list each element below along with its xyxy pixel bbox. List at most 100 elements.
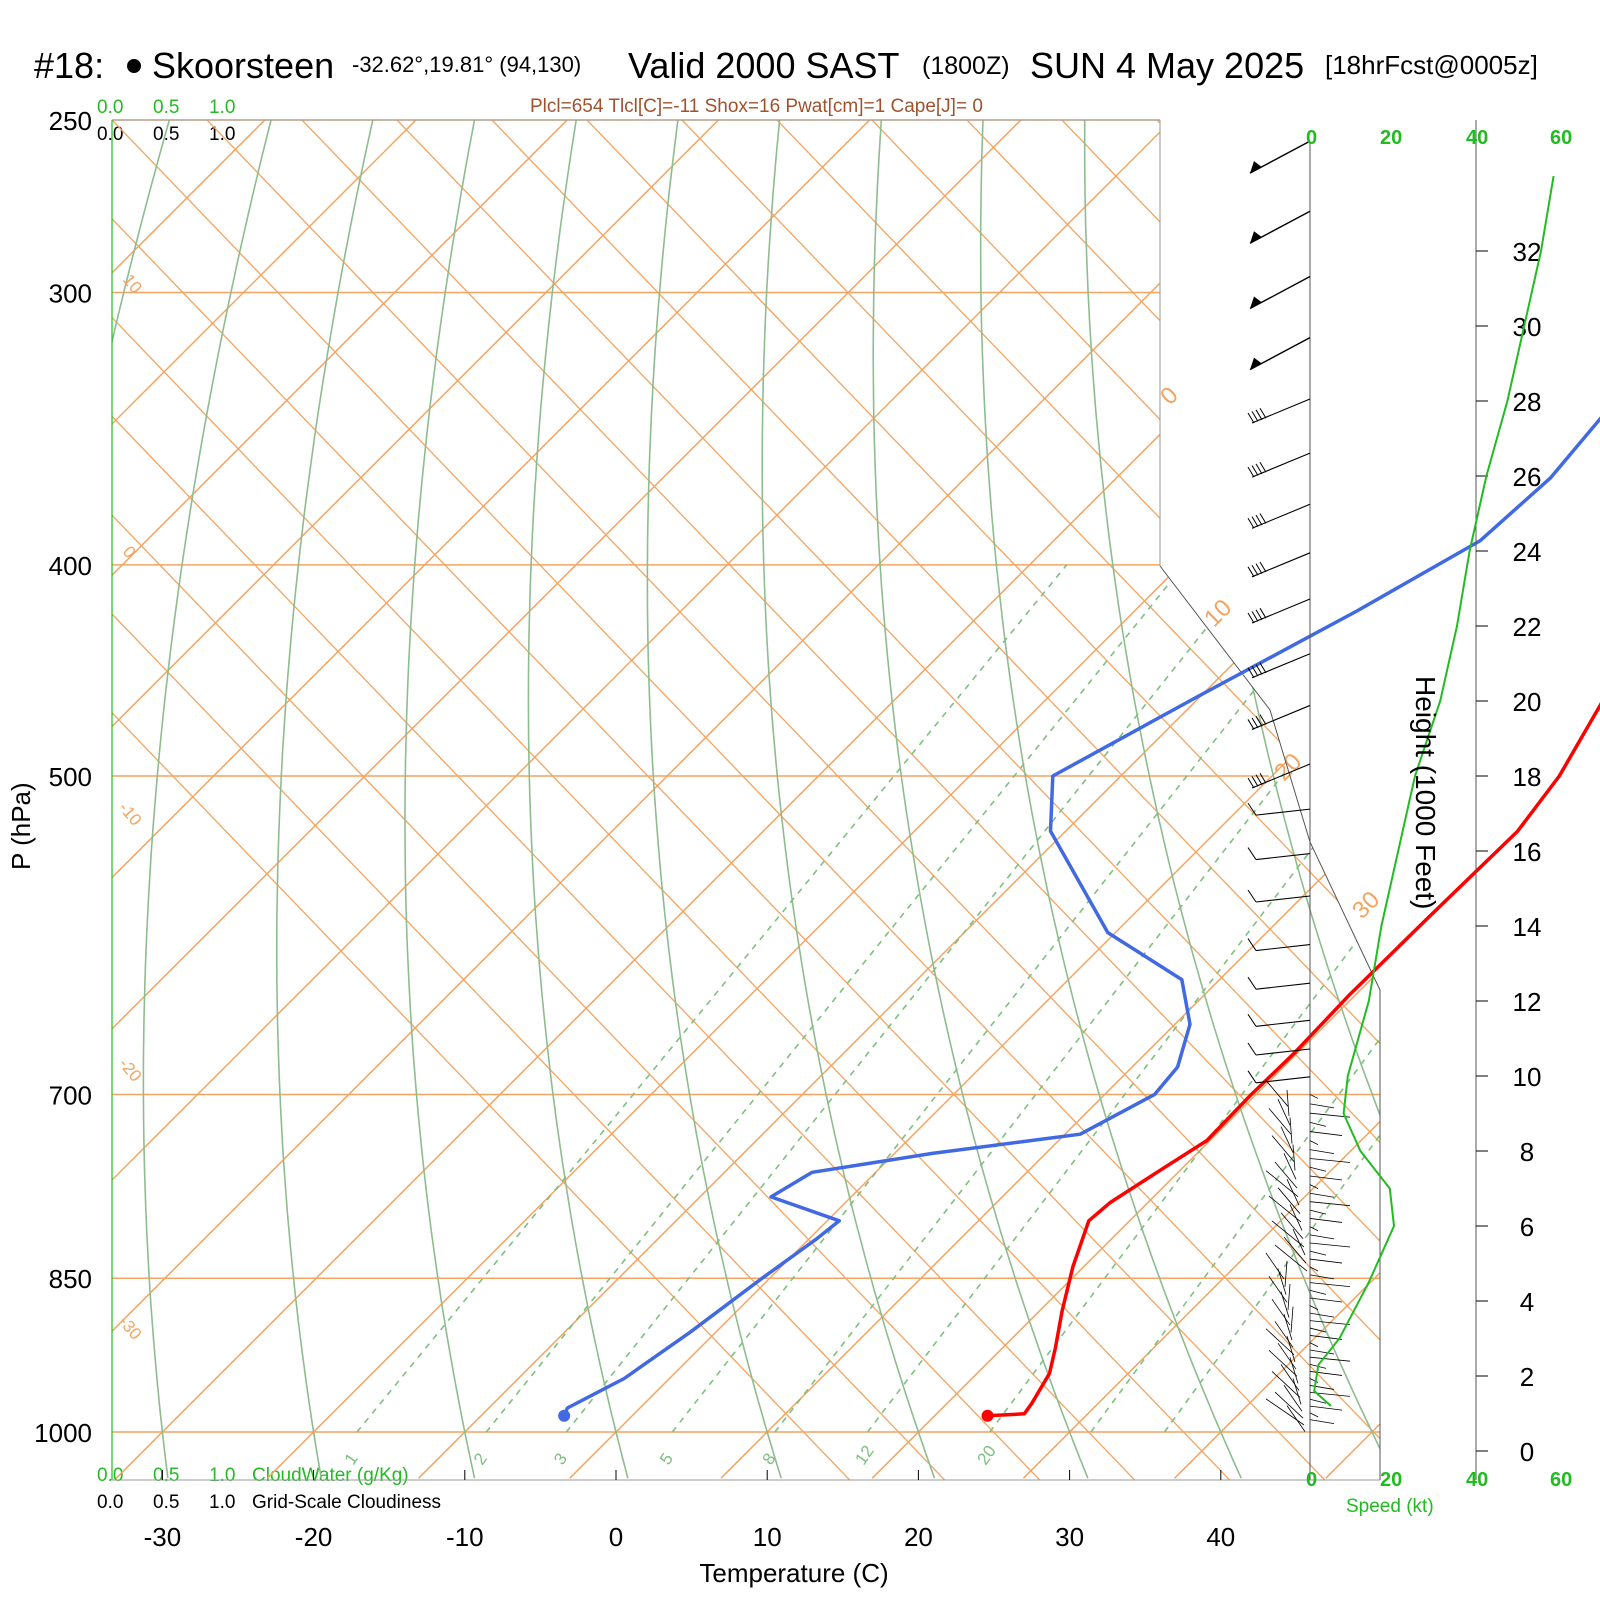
cloud-scale-bottom: 0.0 0.5 1.0 CloudWater (g/Kg) 0.0 0.5 1.… (97, 1465, 441, 1513)
temperature-tick-10: 10 (753, 1522, 782, 1552)
wind-barb-low (1271, 1220, 1335, 1248)
station-dot-icon (127, 59, 141, 73)
height-tick-24: 24 (1513, 537, 1542, 567)
mixing-ratio-line-2 (485, 564, 1185, 1433)
speed-tick-top-60: 60 (1550, 127, 1572, 149)
wind-barb-low (1274, 1161, 1343, 1189)
dry-adiabat (142, 120, 282, 1479)
stability-indices: Plcl=654 Tlcl[C]=-11 Shox=16 Pwat[cm]=1 … (530, 96, 983, 117)
wind-barb (1247, 704, 1311, 730)
pressure-axis-label: P (hPa) (6, 782, 36, 870)
pressure-tick-1000: 1000 (34, 1418, 92, 1448)
pressure-tick-850: 850 (49, 1264, 92, 1294)
height-tick-16: 16 (1513, 837, 1542, 867)
potential-temp-line (871, 120, 1380, 1480)
potential-temp-line (681, 120, 1380, 1480)
isobar-lines (112, 119, 1380, 1433)
potential-temp-line (586, 120, 1380, 1480)
plot-frame (111, 119, 1381, 1481)
wind-barb-low (1286, 1405, 1335, 1432)
isotherm--80 (112, 120, 758, 1479)
dry-adiabat (1487, 81, 1600, 1478)
wind-barb (1249, 140, 1311, 174)
speed-tick-bottom-20: 20 (1380, 1469, 1402, 1491)
speed-tick-top-20: 20 (1380, 127, 1402, 149)
forecast-date: SUN 4 May 2025 (1030, 45, 1304, 86)
speed-axis-label: Speed (kt) (1346, 1496, 1434, 1517)
pressure-tick-700: 700 (49, 1080, 92, 1110)
wind-barb-low (1265, 1252, 1319, 1280)
isotherm--110 (112, 120, 304, 1479)
pressure-tick-500: 500 (49, 762, 92, 792)
surface-temperature-marker (981, 1409, 994, 1422)
station-coords: -32.62°,19.81° (94,130) (352, 52, 581, 77)
wind-barb (1247, 653, 1311, 679)
speed-scale-bottom: 0 20 40 60 Speed (kt) (1306, 1469, 1572, 1517)
wind-barbs (1247, 140, 1351, 1432)
isotherm-10 (720, 120, 1380, 1479)
mixing-ratio-line-12 (866, 564, 1380, 1433)
potential-temp-line (112, 120, 1133, 1480)
temperature-tick-0: 0 (609, 1522, 623, 1552)
isotherm-label-right: 10 (1199, 594, 1237, 632)
wind-barb (1247, 398, 1311, 424)
temperature-axis-label: Temperature (C) (699, 1558, 888, 1588)
isotherm-50 (1325, 120, 1380, 1479)
mixing-ratio-line-1 (356, 564, 1068, 1433)
cloudiness-tick-2-bottom: 1.0 (209, 1492, 235, 1513)
temperature-axis: -30 -20 -10 0 10 20 30 40 Temperature (C) (144, 1470, 1235, 1588)
wind-barb (1247, 802, 1311, 816)
height-tick-14: 14 (1513, 912, 1542, 942)
isotherm-20 (871, 120, 1380, 1479)
dry-adiabat (112, 120, 182, 1479)
wind-barb-low (1287, 1283, 1343, 1311)
potential-temp-line (112, 120, 1380, 1480)
wind-barb-low (1283, 1153, 1327, 1180)
pressure-tick-300: 300 (49, 279, 92, 309)
dry-adiabat (275, 120, 383, 1479)
wind-barb-low (1292, 1228, 1351, 1256)
height-axis-label: Height (1000 Feet) (1410, 676, 1441, 909)
height-tick-12: 12 (1513, 987, 1542, 1017)
isotherm-lines (112, 120, 1380, 1480)
potential-temp-line (112, 120, 1038, 1480)
speed-tick-bottom-60: 60 (1550, 1469, 1572, 1491)
isotherm-30 (1022, 120, 1380, 1479)
cloudwater-tick-0-bottom: 0.0 (97, 1465, 123, 1486)
dry-adiabat (646, 120, 782, 1479)
wind-barb-low (1277, 1187, 1351, 1214)
dewpoint-trace (562, 416, 1600, 1417)
speed-tick-bottom-0: 0 (1306, 1469, 1317, 1491)
wind-barb-low (1292, 1378, 1351, 1405)
dry-adiabat (1588, 81, 1600, 1478)
potential-temp-line (112, 120, 1228, 1480)
potential-temp-line (206, 120, 1380, 1480)
wind-barb-low (1292, 1144, 1351, 1171)
height-tick-20: 20 (1513, 687, 1542, 717)
mixing-ratio-label: 5 (656, 1450, 677, 1469)
surface-dewpoint-marker (558, 1409, 571, 1422)
potential-temp-line (776, 120, 1380, 1480)
wind-barb (1249, 337, 1311, 371)
valid-time: Valid 2000 SAST (628, 45, 900, 86)
height-tick-22: 22 (1513, 612, 1542, 642)
wind-barb-low (1289, 1204, 1343, 1231)
wind-barb-low (1277, 1268, 1351, 1295)
cloudiness-tick-0-bottom: 0.0 (97, 1492, 123, 1513)
potential-temp-line (1346, 120, 1380, 1480)
dry-adiabat (404, 120, 483, 1479)
dry-adiabat (1285, 120, 1380, 1479)
cloudwater-tick-0: 0.0 (97, 97, 123, 118)
dry-adiabat (761, 120, 936, 1479)
mixing-ratio-label: 20 (974, 1442, 1000, 1468)
isotherm--20 (266, 120, 1380, 1479)
speed-tick-top-40: 40 (1466, 127, 1488, 149)
potential-temp-line (301, 120, 1380, 1480)
temperature-tick-30: 30 (1055, 1522, 1084, 1552)
cloudiness-label: Grid-Scale Cloudiness (252, 1492, 441, 1513)
wind-barb-low (1277, 1342, 1351, 1370)
mixing-ratio-labels: 1 2 3 5 8 12 20 (341, 1442, 1000, 1468)
wind-barb (1247, 976, 1311, 990)
